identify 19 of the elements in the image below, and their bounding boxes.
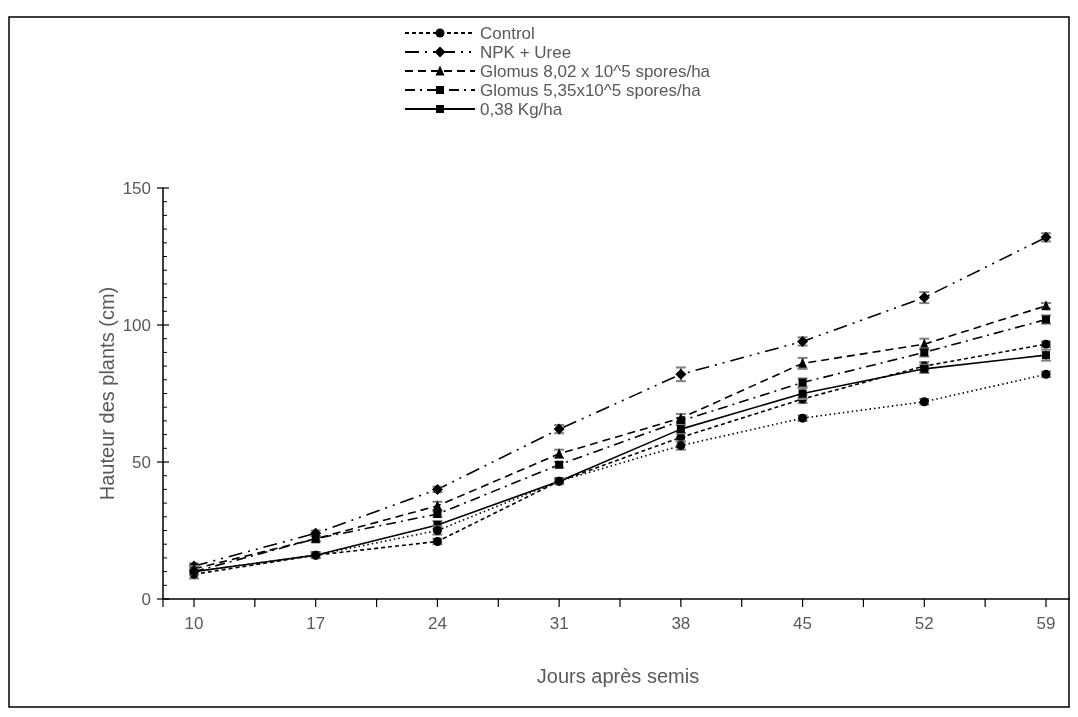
y-axis-title: Hauteur des plants (cm) [96, 286, 118, 501]
x-tick-label: 17 [306, 614, 326, 633]
legend-label: 0,38 Kg/ha [480, 99, 563, 119]
x-axis-title: Jours après semis [536, 665, 700, 687]
legend-label: Control [480, 23, 535, 43]
y-tick-label: 100 [122, 315, 151, 335]
legend-label: Glomus 5,35x10^5 spores/ha [480, 80, 702, 100]
y-tick-label: 150 [122, 178, 151, 198]
legend-label: Glomus 8,02 x 10^5 spores/ha [480, 61, 711, 81]
y-tick-label: 50 [132, 452, 151, 472]
x-tick-label: 45 [793, 614, 813, 633]
x-tick-label: 59 [1036, 614, 1056, 633]
x-tick-label: 10 [184, 614, 204, 633]
legend-label: NPK + Uree [480, 42, 572, 62]
x-tick-label: 31 [549, 614, 569, 633]
x-tick-label: 52 [914, 614, 934, 633]
x-tick-label: 24 [427, 614, 447, 633]
y-tick-label: 0 [141, 589, 151, 609]
x-tick-label: 38 [671, 614, 691, 633]
